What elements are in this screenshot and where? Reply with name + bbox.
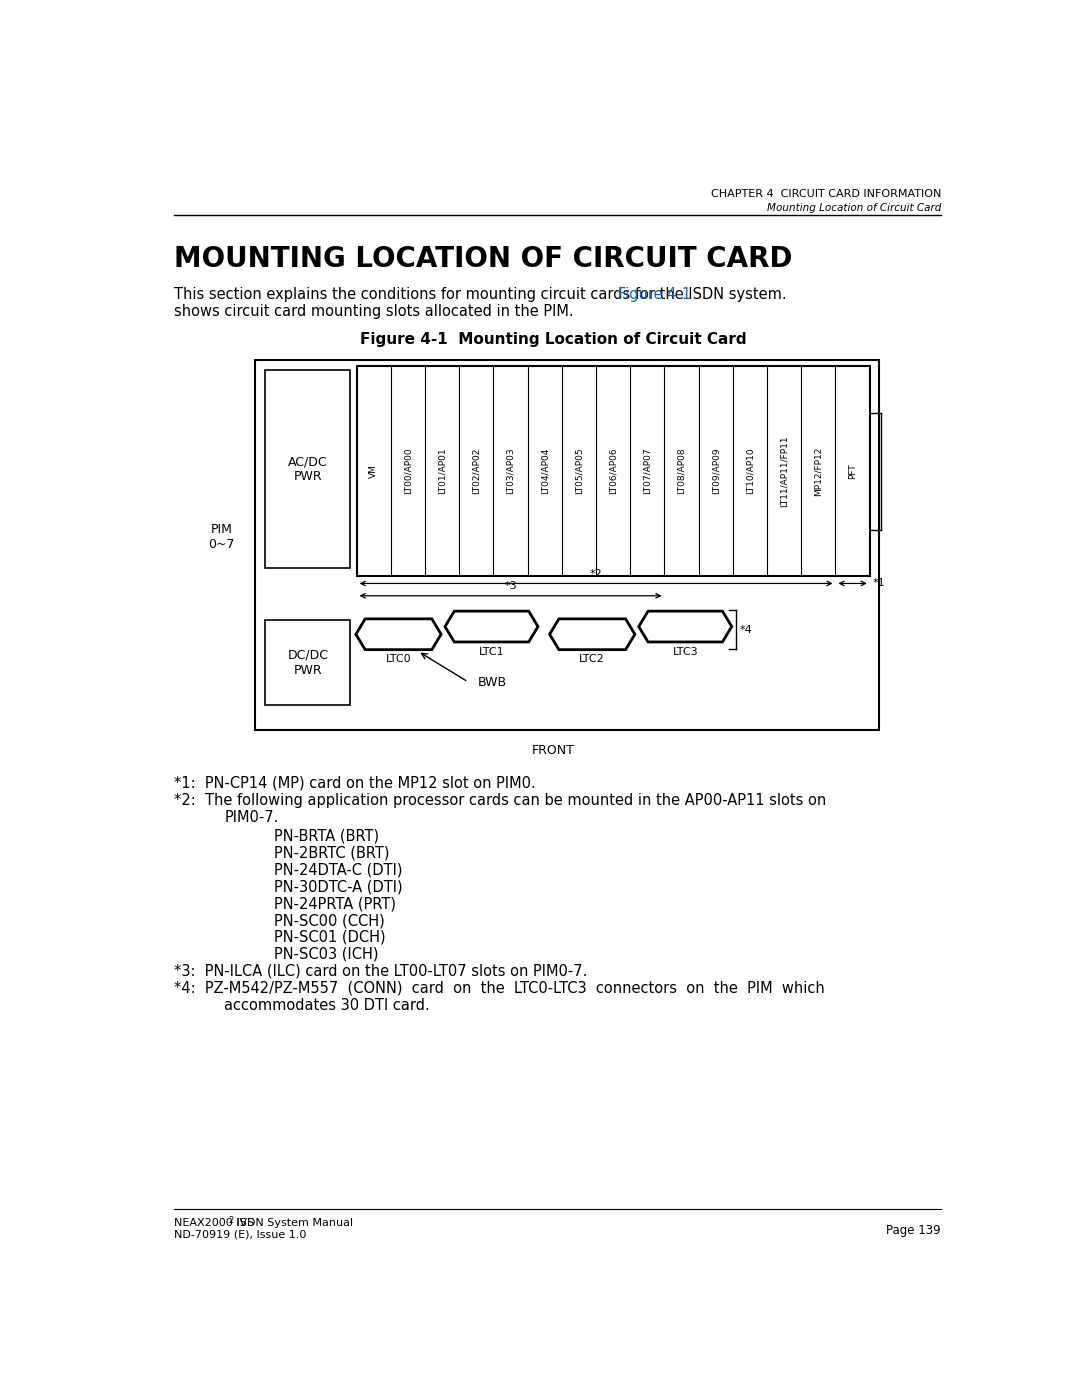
Text: PN-SC01 (DCH): PN-SC01 (DCH) [274, 930, 387, 944]
Text: LT10/AP10: LT10/AP10 [745, 447, 755, 495]
Polygon shape [638, 610, 732, 643]
Bar [356, 366, 869, 576]
Text: VM: VM [369, 464, 378, 478]
Text: *3:  PN-ILCA (ILC) card on the LT00-LT07 slots on PIM0-7.: *3: PN-ILCA (ILC) card on the LT00-LT07 … [174, 964, 588, 979]
Text: shows circuit card mounting slots allocated in the PIM.: shows circuit card mounting slots alloca… [174, 305, 573, 319]
Text: LT07/AP07: LT07/AP07 [643, 447, 652, 495]
Polygon shape [445, 610, 538, 643]
Text: PFT: PFT [848, 464, 858, 479]
Text: NEAX2000 IVS: NEAX2000 IVS [174, 1218, 254, 1228]
Text: LT03/AP03: LT03/AP03 [507, 447, 515, 495]
Text: Page 139: Page 139 [887, 1224, 941, 1238]
Text: *4: *4 [740, 624, 753, 634]
Text: *3: *3 [504, 581, 517, 591]
Bar [266, 370, 350, 569]
Text: Mounting Location of Circuit Card: Mounting Location of Circuit Card [767, 203, 941, 214]
Text: AC/DC
PWR: AC/DC PWR [288, 455, 327, 483]
Text: LT08/AP08: LT08/AP08 [677, 447, 686, 495]
Text: *1: *1 [873, 578, 886, 588]
Text: MP12/FP12: MP12/FP12 [814, 446, 823, 496]
Text: LT09/AP09: LT09/AP09 [712, 447, 720, 495]
Text: BWB: BWB [477, 676, 507, 689]
Text: 2: 2 [228, 1215, 233, 1225]
Text: This section explains the conditions for mounting circuit cards for the ISDN sys: This section explains the conditions for… [174, 286, 791, 302]
Text: *2: *2 [590, 569, 603, 578]
Text: LTC2: LTC2 [579, 654, 605, 665]
Text: LT01/AP01: LT01/AP01 [437, 447, 447, 495]
Text: LT00/AP00: LT00/AP00 [404, 447, 413, 495]
Polygon shape [550, 619, 635, 650]
Text: LTC0: LTC0 [386, 654, 411, 665]
Text: LT04/AP04: LT04/AP04 [540, 448, 550, 495]
Text: *2:  The following application processor cards can be mounted in the AP00-AP11 s: *2: The following application processor … [174, 793, 826, 807]
Text: Figure 4-1: Figure 4-1 [618, 286, 691, 302]
Bar [255, 360, 879, 729]
Text: FRONT: FRONT [532, 743, 575, 757]
Text: PN-BRTA (BRT): PN-BRTA (BRT) [274, 828, 380, 844]
Text: LTC3: LTC3 [673, 647, 698, 657]
Text: PN-2BRTC (BRT): PN-2BRTC (BRT) [274, 845, 390, 861]
Text: LT02/AP02: LT02/AP02 [472, 448, 481, 495]
Text: LT05/AP05: LT05/AP05 [575, 447, 583, 495]
Text: *4:  PZ-M542/PZ-M557  (CONN)  card  on  the  LTC0-LTC3  connectors  on  the  PIM: *4: PZ-M542/PZ-M557 (CONN) card on the L… [174, 981, 824, 996]
Bar [266, 620, 350, 705]
Text: PN-24PRTA (PRT): PN-24PRTA (PRT) [274, 895, 396, 911]
Text: PIM
0~7: PIM 0~7 [208, 524, 235, 552]
Text: PN-24DTA-C (DTI): PN-24DTA-C (DTI) [274, 862, 403, 877]
Text: DC/DC
PWR: DC/DC PWR [287, 648, 328, 676]
Text: LT11/AP11/FP11: LT11/AP11/FP11 [780, 436, 788, 507]
Text: PN-30DTC-A (DTI): PN-30DTC-A (DTI) [274, 879, 403, 894]
Text: CHAPTER 4  CIRCUIT CARD INFORMATION: CHAPTER 4 CIRCUIT CARD INFORMATION [711, 189, 941, 200]
Text: LTC1: LTC1 [478, 647, 504, 657]
Polygon shape [356, 619, 441, 650]
Text: *1:  PN-CP14 (MP) card on the MP12 slot on PIM0.: *1: PN-CP14 (MP) card on the MP12 slot o… [174, 775, 536, 791]
Text: PIM0-7.: PIM0-7. [225, 810, 279, 824]
Text: PN-SC00 (CCH): PN-SC00 (CCH) [274, 914, 386, 928]
Text: LT06/AP06: LT06/AP06 [609, 447, 618, 495]
Text: PN-SC03 (ICH): PN-SC03 (ICH) [274, 947, 379, 963]
Text: MOUNTING LOCATION OF CIRCUIT CARD: MOUNTING LOCATION OF CIRCUIT CARD [174, 244, 793, 272]
Text: accommodates 30 DTI card.: accommodates 30 DTI card. [225, 997, 430, 1013]
Text: ISDN System Manual: ISDN System Manual [233, 1218, 353, 1228]
Text: Figure 4-1  Mounting Location of Circuit Card: Figure 4-1 Mounting Location of Circuit … [361, 331, 746, 346]
Text: ND-70919 (E), Issue 1.0: ND-70919 (E), Issue 1.0 [174, 1229, 306, 1239]
